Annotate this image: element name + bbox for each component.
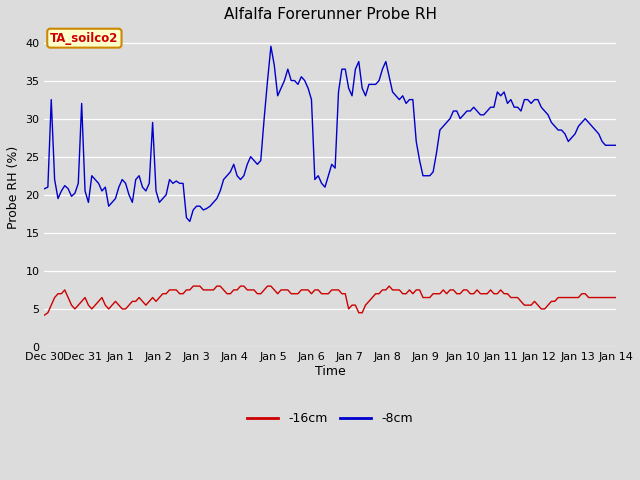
X-axis label: Time: Time — [315, 365, 346, 378]
Title: Alfalfa Forerunner Probe RH: Alfalfa Forerunner Probe RH — [223, 7, 436, 22]
Text: TA_soilco2: TA_soilco2 — [50, 32, 118, 45]
Y-axis label: Probe RH (%): Probe RH (%) — [7, 145, 20, 229]
Legend: -16cm, -8cm: -16cm, -8cm — [242, 408, 418, 430]
